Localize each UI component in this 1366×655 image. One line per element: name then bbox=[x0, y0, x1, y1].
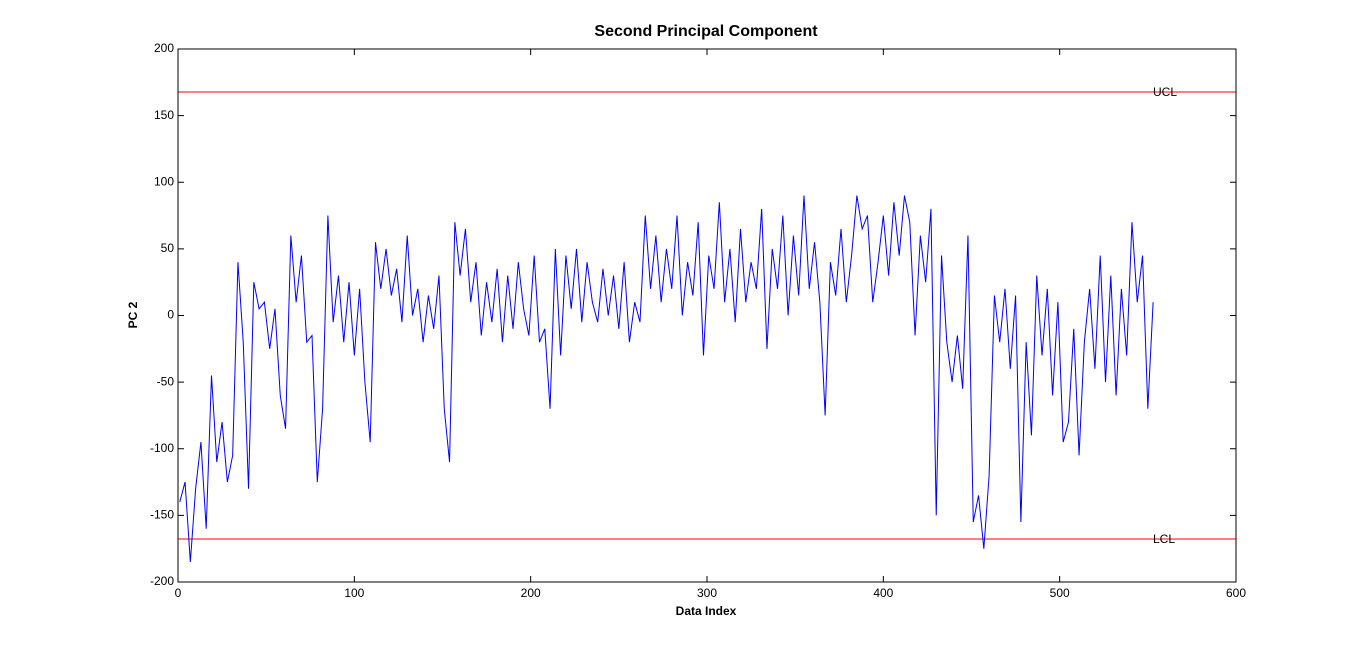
y-tick-label: 150 bbox=[154, 108, 174, 122]
x-tick-label: 500 bbox=[1050, 586, 1070, 600]
data-line bbox=[179, 195, 1154, 563]
y-tick-label: -100 bbox=[150, 441, 174, 455]
y-tick-label: 200 bbox=[154, 41, 174, 55]
x-tick-label: 100 bbox=[344, 586, 364, 600]
x-tick-label: 0 bbox=[175, 586, 182, 600]
y-tick-label: -150 bbox=[150, 508, 174, 522]
x-tick-label: 400 bbox=[873, 586, 893, 600]
y-tick-label: -200 bbox=[150, 574, 174, 588]
plot-frame bbox=[177, 48, 1237, 583]
x-tick-label: 600 bbox=[1226, 586, 1246, 600]
y-tick-label: 50 bbox=[161, 241, 175, 255]
x-axis-label: Data Index bbox=[676, 604, 737, 618]
control-limit-label: LCL bbox=[1153, 532, 1175, 546]
control-limit-label: UCL bbox=[1153, 85, 1177, 99]
x-tick-label: 200 bbox=[521, 586, 541, 600]
y-tick-label: 0 bbox=[167, 308, 174, 322]
y-tick-label: 100 bbox=[154, 174, 174, 188]
chart-title: Second Principal Component bbox=[594, 23, 818, 40]
x-tick-label: 300 bbox=[697, 586, 717, 600]
y-axis-label: PC 2 bbox=[126, 301, 140, 328]
y-tick-label: -50 bbox=[157, 374, 175, 388]
